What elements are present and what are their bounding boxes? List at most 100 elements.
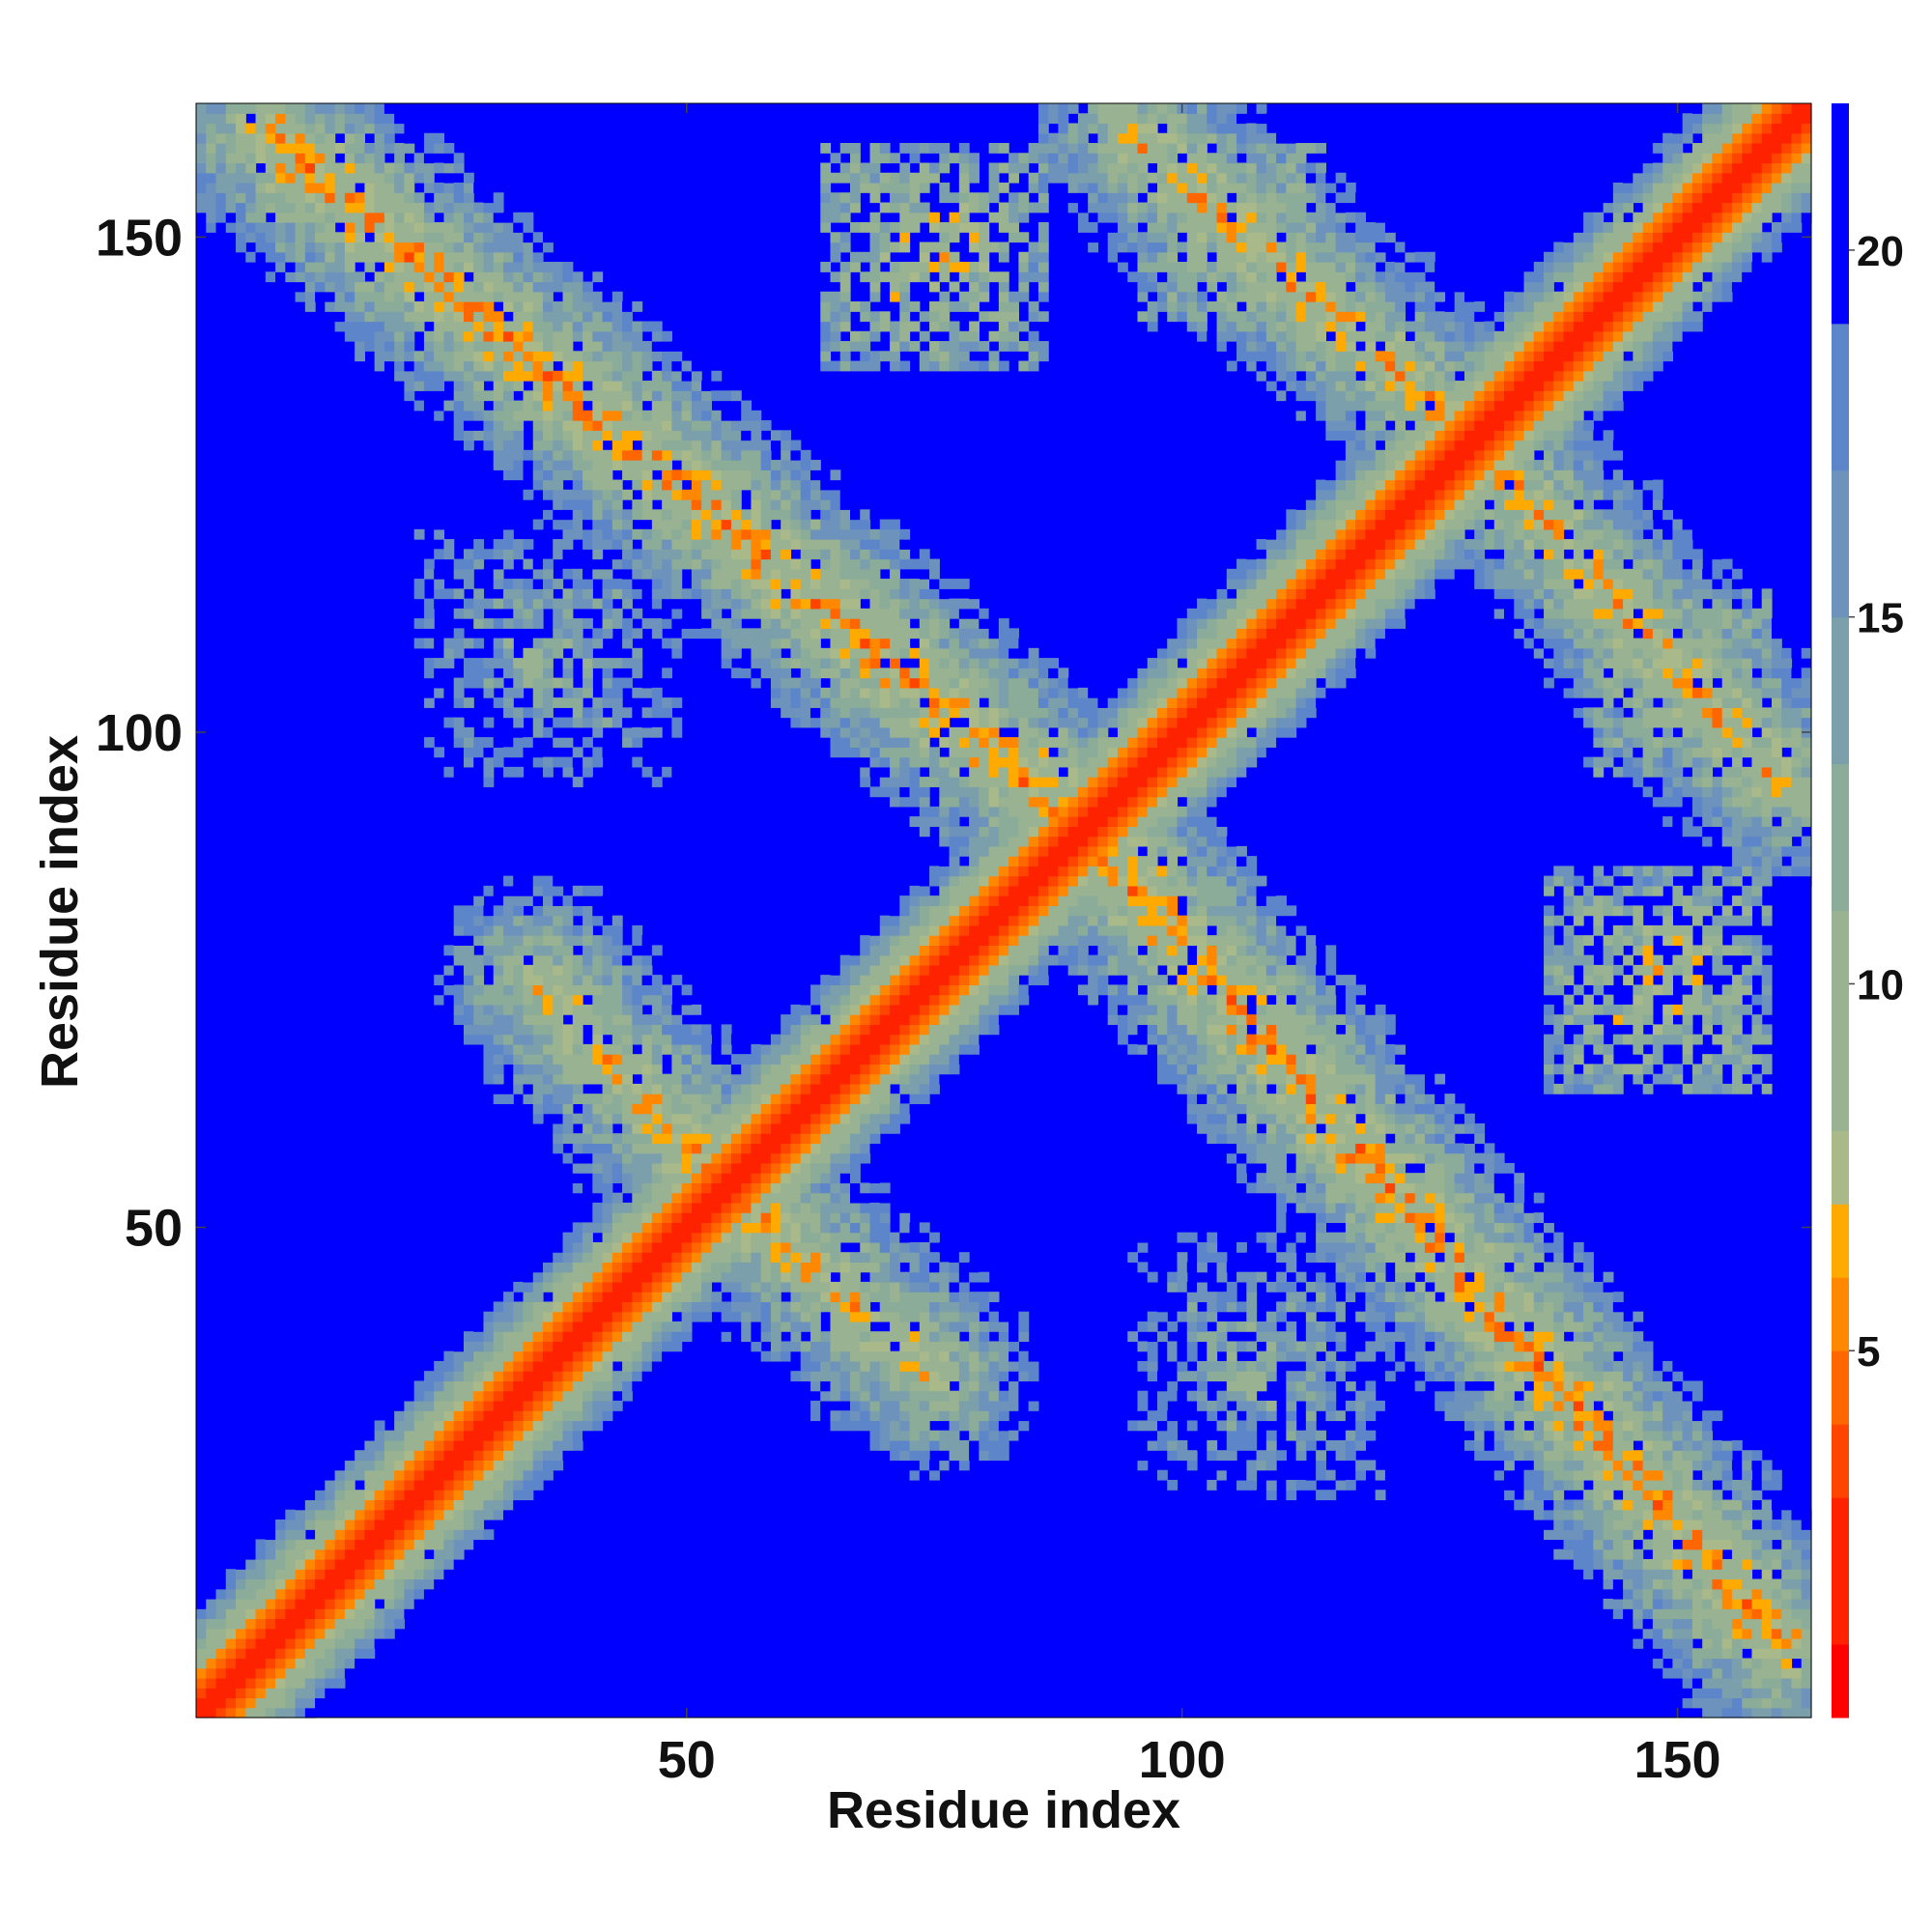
heatmap-cell	[532, 756, 544, 768]
heatmap-cell	[721, 1133, 732, 1145]
heatmap-cell	[453, 1360, 465, 1372]
heatmap-cell	[225, 232, 237, 243]
heatmap-cell	[751, 1331, 762, 1343]
heatmap-cell	[751, 558, 762, 570]
heatmap-cell	[562, 528, 574, 540]
heatmap-cell	[760, 1143, 772, 1154]
heatmap-cell	[671, 1094, 683, 1104]
heatmap-cell	[790, 539, 802, 550]
heatmap-cell	[760, 1034, 772, 1045]
heatmap-cell	[344, 103, 355, 114]
heatmap-cell	[800, 469, 811, 481]
heatmap-cell	[662, 469, 672, 481]
heatmap-cell	[800, 1380, 811, 1392]
heatmap-cell	[879, 945, 891, 956]
heatmap-cell	[394, 1588, 406, 1600]
heatmap-cell	[879, 924, 891, 936]
heatmap-cell	[443, 945, 455, 956]
heatmap-cell	[483, 954, 495, 966]
heatmap-cell	[206, 113, 217, 125]
heatmap-cell	[820, 489, 832, 500]
heatmap-cell	[909, 588, 921, 600]
heatmap-cell	[443, 558, 455, 570]
heatmap-cell	[919, 1371, 930, 1382]
heatmap-cell	[473, 924, 485, 936]
heatmap-cell	[434, 1479, 445, 1491]
heatmap-cell	[651, 1014, 663, 1025]
heatmap-cell	[770, 668, 781, 679]
heatmap-cell	[632, 1321, 643, 1332]
heatmap-cell	[810, 1113, 821, 1124]
heatmap-cell	[374, 1558, 385, 1570]
heatmap-cell	[939, 1390, 951, 1402]
heatmap-cell	[364, 242, 376, 253]
heatmap-cell	[473, 1460, 485, 1471]
heatmap-cell	[909, 1301, 921, 1313]
heatmap-cell	[622, 1271, 633, 1283]
heatmap-cell	[463, 638, 474, 649]
heatmap-cell	[850, 222, 861, 233]
heatmap-cell	[275, 1697, 286, 1709]
heatmap-cell	[781, 1350, 792, 1362]
heatmap-cell	[572, 1173, 583, 1184]
heatmap-cell	[641, 766, 653, 778]
heatmap-cell	[553, 281, 564, 293]
heatmap-cell	[532, 1014, 544, 1025]
heatmap-cell	[890, 579, 900, 589]
heatmap-cell	[632, 1083, 643, 1094]
heatmap-cell	[820, 1083, 832, 1094]
heatmap-cell	[611, 311, 623, 323]
heatmap-cell	[681, 1113, 693, 1124]
heatmap-cell	[622, 449, 633, 461]
heatmap-cell	[473, 183, 485, 193]
heatmap-cell	[602, 430, 613, 441]
heatmap-cell	[572, 390, 583, 402]
heatmap-cell	[295, 1628, 306, 1639]
heatmap-cell	[711, 579, 723, 589]
heatmap-cell	[344, 1588, 355, 1600]
heatmap-cell	[453, 370, 465, 382]
heatmap-cell	[206, 132, 217, 144]
heatmap-cell	[434, 677, 445, 689]
heatmap-cell	[532, 1094, 544, 1104]
heatmap-cell	[255, 1539, 267, 1550]
heatmap-cell	[879, 747, 891, 758]
heatmap-cell	[325, 262, 336, 272]
heatmap-cell	[671, 370, 683, 382]
heatmap-cell	[890, 945, 900, 956]
heatmap-cell	[473, 410, 485, 421]
heatmap-cell	[790, 658, 802, 668]
heatmap-cell	[245, 1548, 257, 1560]
heatmap-cell	[751, 410, 762, 421]
heatmap-cell	[641, 954, 653, 966]
heatmap-cell	[760, 509, 772, 521]
heatmap-cell	[681, 499, 693, 510]
heatmap-cell	[523, 579, 534, 589]
heatmap-cell	[879, 1460, 891, 1471]
heatmap-cell	[275, 242, 286, 253]
heatmap-cell	[810, 1024, 821, 1036]
heatmap-cell	[641, 410, 653, 421]
heatmap-cell	[483, 281, 495, 293]
heatmap-cell	[543, 924, 554, 936]
heatmap-cell	[532, 370, 544, 382]
heatmap-cell	[839, 1262, 851, 1273]
heatmap-cell	[502, 232, 514, 243]
heatmap-cell	[413, 1499, 425, 1511]
heatmap-cell	[691, 1173, 702, 1184]
heatmap-cell	[304, 1667, 316, 1679]
heatmap-cell	[423, 1479, 435, 1491]
heatmap-cell	[443, 1499, 455, 1511]
heatmap-cell	[493, 370, 504, 382]
heatmap-cell	[671, 1103, 683, 1115]
heatmap-cell	[602, 975, 613, 985]
heatmap-cell	[463, 202, 474, 213]
heatmap-cell	[413, 638, 425, 649]
heatmap-cell	[899, 202, 911, 213]
heatmap-cell	[572, 975, 583, 985]
heatmap-cell	[820, 1371, 832, 1382]
heatmap-cell	[304, 1637, 316, 1649]
heatmap-cell	[473, 1439, 485, 1451]
heatmap-cell	[413, 192, 425, 204]
heatmap-cell	[374, 1637, 385, 1649]
